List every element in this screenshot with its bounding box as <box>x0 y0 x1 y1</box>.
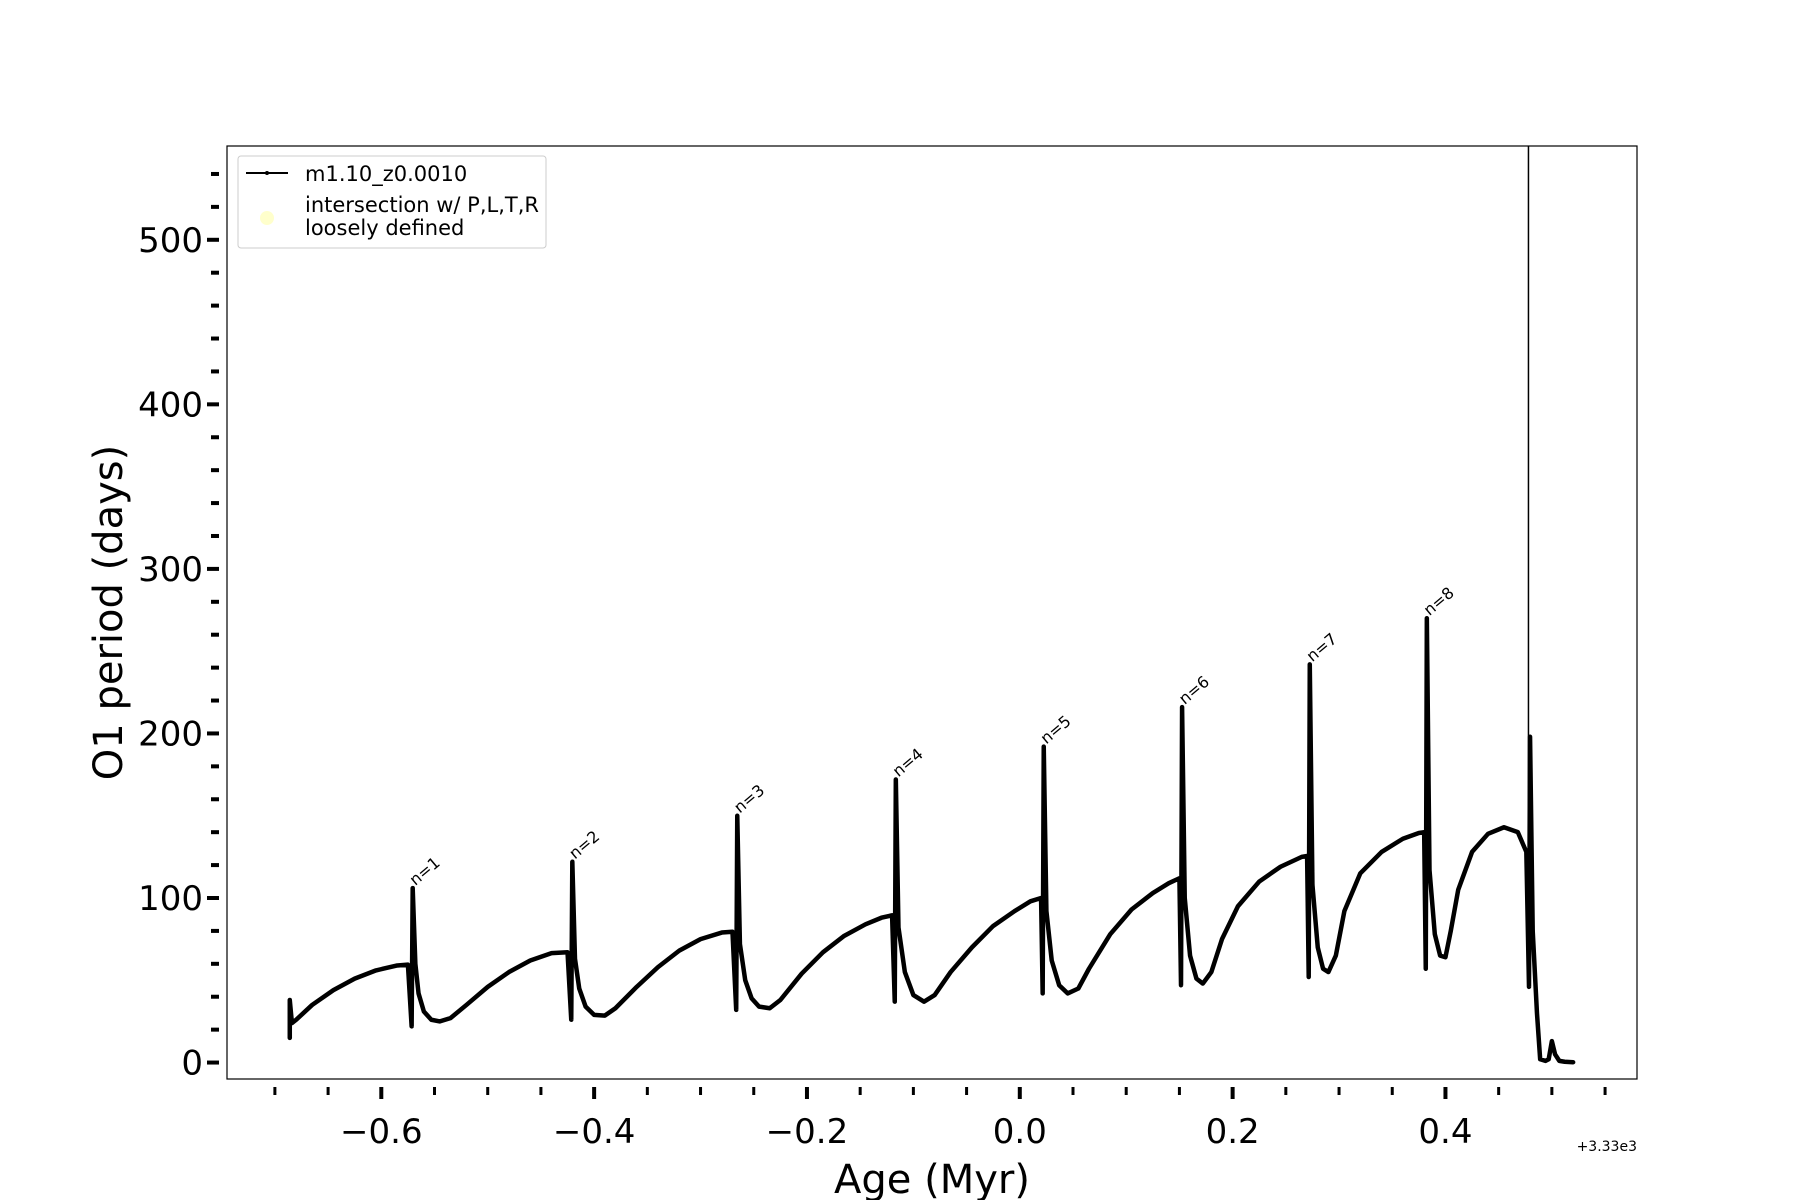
y-tick-label: 100 <box>138 879 203 919</box>
x-tick-label: 0.4 <box>1418 1112 1472 1152</box>
y-tick-label: 200 <box>138 714 203 754</box>
x-tick-label: 0.2 <box>1206 1112 1260 1152</box>
series-line <box>287 616 1576 1065</box>
y-minor-ticks <box>211 171 219 1032</box>
plot-content <box>287 146 1576 1065</box>
plot-frame <box>226 145 1638 1080</box>
y-axis-label: O1 period (days) <box>86 445 132 780</box>
legend: m1.10_z0.0010 intersection w/ P,L,T,R lo… <box>237 155 547 249</box>
legend-dot-swatch <box>260 211 274 225</box>
y-tick-label: 300 <box>138 550 203 590</box>
legend-label-intersection: intersection w/ P,L,T,R <box>305 193 539 217</box>
x-tick-label: −0.2 <box>766 1112 849 1152</box>
y-tick-label: 500 <box>138 221 203 261</box>
x-major-ticks: −0.6 −0.4 −0.2 0.0 0.2 0.4 <box>340 1087 1472 1152</box>
x-offset-text: +3.33e3 <box>1577 1139 1637 1155</box>
legend-label-intersection-line2: loosely defined <box>305 216 464 240</box>
y-major-ticks: 0 100 200 300 400 500 <box>138 221 219 1084</box>
x-tick-label: 0.0 <box>993 1112 1047 1152</box>
legend-label-series: m1.10_z0.0010 <box>305 162 467 187</box>
x-minor-ticks <box>273 1087 1607 1095</box>
legend-box <box>237 155 547 249</box>
x-tick-label: −0.4 <box>553 1112 636 1152</box>
y-tick-label: 400 <box>138 385 203 425</box>
x-axis-label: Age (Myr) <box>834 1157 1030 1200</box>
y-tick-label: 0 <box>181 1044 203 1084</box>
legend-line-marker <box>265 171 269 175</box>
x-tick-label: −0.6 <box>340 1112 423 1152</box>
